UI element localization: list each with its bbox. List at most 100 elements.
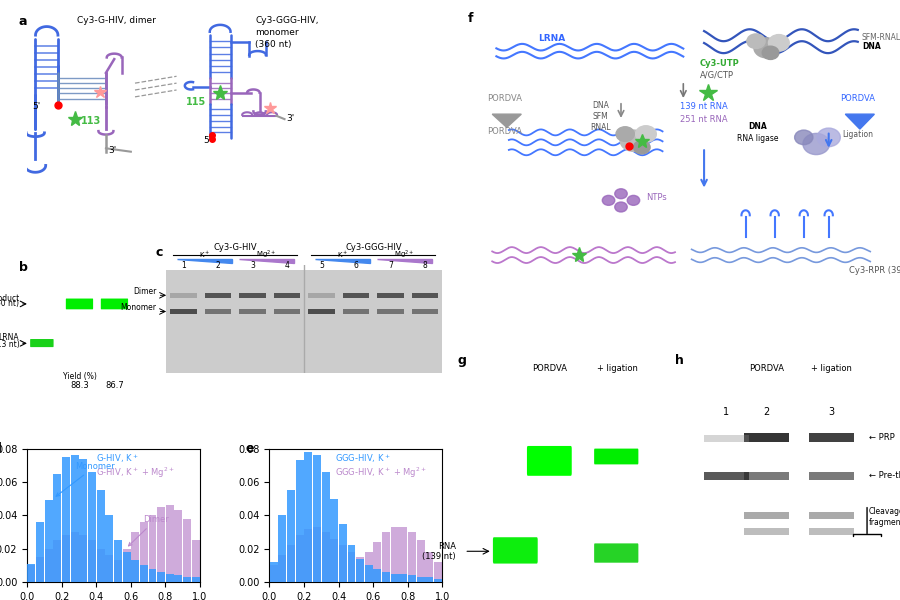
FancyBboxPatch shape [101, 299, 128, 310]
Bar [382, 572, 390, 582]
Text: 113: 113 [81, 116, 101, 126]
Text: 4: 4 [284, 262, 290, 271]
Bar [412, 293, 438, 298]
Bar [278, 515, 286, 582]
Text: K$^+$: K$^+$ [337, 249, 348, 260]
Bar [313, 455, 321, 582]
Bar [140, 522, 148, 582]
Bar [809, 512, 853, 519]
FancyBboxPatch shape [526, 446, 572, 476]
Text: 1: 1 [181, 262, 186, 271]
Circle shape [769, 35, 789, 51]
Bar [239, 310, 266, 314]
Text: LRNA: LRNA [538, 34, 565, 43]
Bar [743, 433, 788, 442]
Text: c: c [155, 245, 163, 259]
Text: 88.3: 88.3 [70, 381, 89, 390]
Bar [62, 457, 70, 582]
Text: 115: 115 [186, 97, 206, 107]
Polygon shape [377, 259, 432, 263]
Polygon shape [492, 114, 521, 127]
Bar [412, 310, 438, 314]
Text: DNA: DNA [862, 43, 881, 52]
Text: 7: 7 [388, 262, 393, 271]
Text: Monomer: Monomer [56, 461, 115, 496]
Bar [79, 535, 87, 582]
Bar [321, 472, 329, 582]
Bar [88, 472, 96, 582]
Text: 3': 3' [286, 114, 295, 123]
Bar [270, 565, 277, 582]
Bar [704, 472, 749, 480]
Text: 1: 1 [50, 262, 57, 272]
Text: 5: 5 [320, 262, 324, 271]
Circle shape [795, 130, 813, 145]
Text: 139 nt RNA: 139 nt RNA [680, 102, 728, 111]
Bar [274, 293, 301, 298]
Text: K$^+$: K$^+$ [199, 249, 210, 260]
Text: SFM: SFM [592, 112, 608, 121]
Bar [347, 545, 356, 582]
Text: 5': 5' [203, 136, 212, 145]
Bar [122, 552, 130, 582]
Polygon shape [176, 259, 232, 263]
Text: fragment: fragment [868, 518, 900, 527]
Bar [192, 577, 200, 582]
Text: + ligation: + ligation [597, 364, 638, 373]
Text: Cy3-GGG-HIV: Cy3-GGG-HIV [345, 243, 401, 252]
Bar [377, 293, 404, 298]
Text: DNA: DNA [749, 122, 768, 131]
Text: 6: 6 [354, 262, 358, 271]
Text: Cy3-G-HIV, dimer: Cy3-G-HIV, dimer [76, 16, 156, 25]
Text: 1: 1 [512, 407, 518, 417]
Bar [205, 293, 231, 298]
Bar [175, 511, 183, 582]
Bar [114, 541, 122, 582]
Text: 2: 2 [763, 407, 769, 417]
Text: RNA ligase: RNA ligase [737, 134, 778, 143]
Bar [343, 293, 369, 298]
Text: PORDVA: PORDVA [532, 364, 567, 373]
Bar [170, 310, 196, 314]
Bar [205, 310, 231, 314]
Bar [400, 574, 408, 582]
Text: (139 nt): (139 nt) [422, 552, 455, 561]
Text: 86.7: 86.7 [105, 381, 124, 390]
Text: (113 nt): (113 nt) [0, 340, 19, 349]
Bar [183, 518, 191, 582]
Bar [158, 572, 165, 582]
Bar [347, 552, 356, 582]
Text: Cy3-GGG-HIV,: Cy3-GGG-HIV, [256, 16, 319, 25]
Text: 3: 3 [250, 262, 255, 271]
Bar [434, 562, 442, 582]
Text: b: b [19, 261, 28, 274]
Bar [391, 574, 399, 582]
Bar [45, 500, 52, 582]
Bar [809, 472, 853, 480]
Text: h: h [675, 354, 684, 367]
Text: 2: 2 [546, 407, 553, 417]
Text: PORDVA: PORDVA [841, 94, 876, 103]
Bar [417, 577, 425, 582]
FancyBboxPatch shape [66, 299, 93, 310]
Circle shape [615, 189, 627, 199]
FancyBboxPatch shape [594, 449, 638, 464]
Bar [321, 532, 329, 582]
Text: Cy3-RPR (390 nt): Cy3-RPR (390 nt) [850, 266, 900, 275]
Bar [309, 310, 335, 314]
Bar [70, 532, 78, 582]
Text: d: d [0, 442, 1, 455]
Text: SFM-RNAL: SFM-RNAL [862, 32, 900, 41]
Text: (360 nt): (360 nt) [0, 299, 19, 308]
Text: a: a [19, 14, 27, 28]
Bar [287, 490, 295, 582]
Bar [356, 559, 365, 582]
Bar [743, 528, 788, 535]
Text: e: e [245, 442, 254, 455]
Bar [131, 532, 140, 582]
Bar [374, 569, 382, 582]
Bar [374, 542, 382, 582]
Text: Monomer: Monomer [121, 304, 157, 313]
Bar [400, 527, 408, 582]
Bar [36, 522, 44, 582]
